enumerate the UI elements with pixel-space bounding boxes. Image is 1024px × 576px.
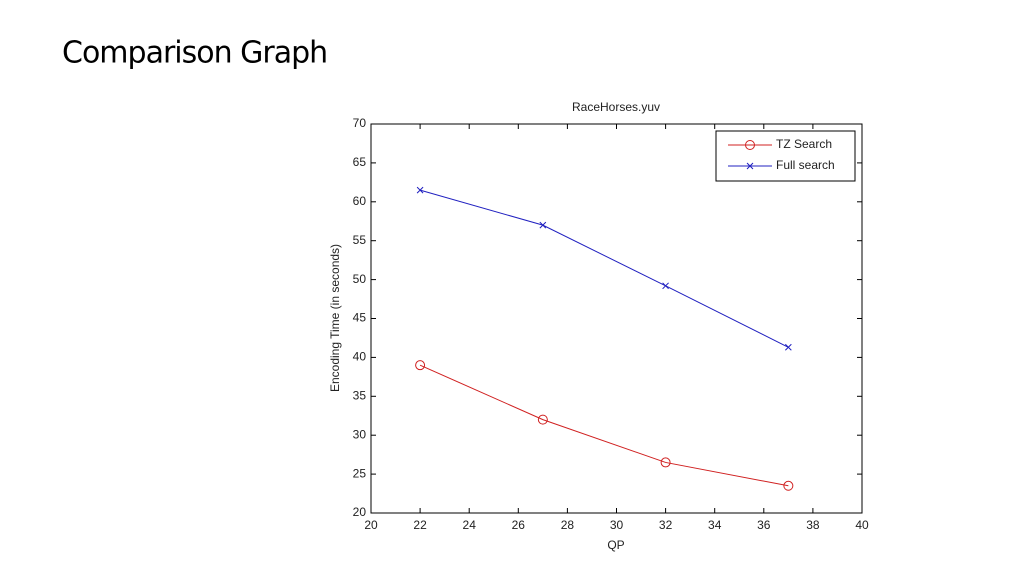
point (783, 480, 794, 491)
point (539, 221, 547, 229)
x-tick-label: 34 (708, 518, 722, 532)
series-line (419, 189, 789, 348)
legend-box (715, 130, 856, 182)
x-axis-label: QP (607, 538, 624, 552)
x-tick-label: 32 (659, 518, 673, 532)
legend-label: TZ Search (776, 137, 832, 151)
legend-label: Full search (776, 158, 835, 172)
y-axis-label: Encoding Time (in seconds) (328, 244, 342, 392)
x-tick-label: 24 (463, 518, 477, 532)
y-tick-label: 55 (353, 233, 367, 247)
y-tick-label: 50 (353, 272, 367, 286)
x-tick-label: 30 (610, 518, 624, 532)
y-tick-label: 70 (353, 116, 367, 130)
chart-title: RaceHorses.yuv (572, 100, 660, 114)
y-tick-label: 40 (353, 350, 367, 364)
point (537, 414, 548, 425)
point (416, 186, 424, 194)
series-line (419, 364, 789, 487)
point (660, 457, 671, 468)
plot-area (370, 123, 863, 514)
legend-marker (746, 162, 754, 170)
x-tick-label: 38 (806, 518, 820, 532)
y-tick-label: 60 (353, 194, 367, 208)
x-tick-label: 26 (512, 518, 526, 532)
legend: TZ Search Full search (715, 130, 856, 182)
x-tick-label: 22 (413, 518, 427, 532)
y-tick-label: 20 (353, 505, 367, 519)
point (662, 282, 669, 290)
y-tick-label: 25 (353, 466, 367, 480)
x-tick-label: 36 (757, 518, 771, 532)
x-tick-label: 20 (364, 518, 378, 532)
x-tick-label: 28 (561, 518, 575, 532)
x-tick-label: 40 (855, 518, 869, 532)
y-tick-label: 65 (353, 155, 367, 169)
legend-marker (745, 140, 755, 150)
slide-title: Comparison Graph (62, 36, 327, 71)
point (415, 360, 426, 371)
y-tick-label: 45 (353, 311, 367, 325)
point (784, 343, 792, 351)
y-tick-label: 30 (353, 427, 367, 441)
y-tick-label: 35 (353, 388, 367, 402)
